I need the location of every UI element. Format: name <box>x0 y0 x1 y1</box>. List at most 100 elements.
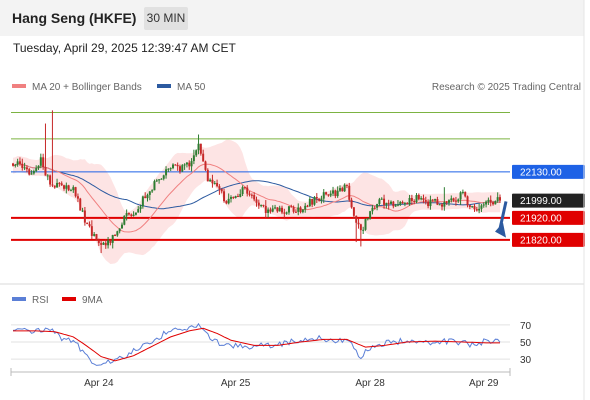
candle <box>44 123 47 176</box>
candle <box>35 165 38 173</box>
candle-body <box>69 190 72 192</box>
candle-body <box>394 205 397 207</box>
candle-body <box>496 197 499 201</box>
candle <box>141 195 144 209</box>
candle <box>269 207 272 214</box>
candle-body <box>380 198 383 200</box>
candle <box>299 206 302 214</box>
candle-body <box>338 188 341 191</box>
candle-body <box>183 164 186 166</box>
candle <box>373 205 376 210</box>
candle-body <box>56 182 59 188</box>
timestamp: Tuesday, April 29, 2025 12:39:47 AM CET <box>13 41 236 55</box>
candle-body <box>285 212 288 214</box>
candle-body <box>241 187 244 194</box>
candle-body <box>422 198 425 201</box>
candle-body <box>378 199 381 204</box>
candle <box>139 204 142 213</box>
candle-body <box>461 191 464 193</box>
candle-body <box>431 199 434 201</box>
candle-body <box>137 209 140 213</box>
candle <box>39 153 42 169</box>
candle-body <box>127 213 130 215</box>
candle <box>429 195 432 210</box>
candle <box>441 202 444 211</box>
candle <box>345 184 348 189</box>
candle-body <box>104 242 107 246</box>
rsi-tick-70: 70 <box>520 321 532 332</box>
x-tick-apr-29: Apr 29 <box>469 378 499 389</box>
candle <box>248 191 251 197</box>
candle <box>51 110 54 188</box>
candle-body <box>276 207 279 212</box>
candle-body <box>102 242 105 245</box>
rsi-tick-30: 30 <box>520 355 532 366</box>
candle-body <box>190 161 193 167</box>
candle <box>278 205 281 212</box>
candle-body <box>144 196 147 199</box>
candle-body <box>499 197 501 201</box>
candle <box>67 184 70 192</box>
chart-header: Hang Seng (HKFE) 30 MIN <box>0 0 584 36</box>
ma20-legend-swatch <box>12 84 26 88</box>
candle <box>206 168 209 182</box>
candle-body <box>318 198 321 201</box>
candle <box>350 197 353 209</box>
ma50-legend-swatch <box>157 84 171 88</box>
candle <box>202 149 205 162</box>
candle <box>276 207 279 213</box>
candle <box>167 168 170 173</box>
candle-body <box>278 207 281 212</box>
candle <box>178 164 181 174</box>
candle-body <box>37 165 40 169</box>
candle <box>90 220 93 240</box>
candle-body <box>12 163 14 166</box>
candle <box>56 178 59 188</box>
candle-body <box>120 224 123 229</box>
candle <box>464 191 467 198</box>
candle-body <box>429 199 432 207</box>
candle-body <box>336 190 339 197</box>
candle <box>162 174 165 181</box>
candle <box>322 189 325 203</box>
candle-body <box>220 188 223 192</box>
candle-body <box>202 153 205 162</box>
candle <box>58 182 61 187</box>
candle <box>63 184 66 191</box>
candle-body <box>387 202 390 204</box>
candle-body <box>204 161 207 170</box>
candle <box>97 238 100 246</box>
candle-body <box>243 187 246 189</box>
instrument-title: Hang Seng (HKFE) <box>12 10 137 26</box>
timeframe-badge[interactable]: 30 MIN <box>144 7 188 30</box>
candle-body <box>195 150 198 156</box>
candle <box>146 193 149 202</box>
candle <box>436 196 439 206</box>
candle-body <box>494 200 497 205</box>
candle-body <box>95 234 98 241</box>
candle-body <box>148 191 151 195</box>
candle-body <box>283 212 286 214</box>
candle <box>125 209 128 221</box>
level-label-21920: 21920.00 <box>512 210 585 225</box>
candle <box>403 201 406 207</box>
candle-body <box>301 209 304 213</box>
candle-body <box>134 212 137 215</box>
candle-body <box>260 204 263 206</box>
candle-body <box>174 164 177 166</box>
level-label-box <box>512 164 585 179</box>
candle <box>438 203 441 206</box>
candle-body <box>160 178 163 180</box>
candle-body <box>30 173 33 175</box>
candle <box>183 163 186 170</box>
candle-body <box>83 210 86 223</box>
candle <box>195 149 198 157</box>
candle <box>410 194 413 205</box>
candle-body <box>487 199 490 202</box>
rsi-legend-swatch <box>12 297 26 301</box>
candle-body <box>294 211 297 213</box>
candle-body <box>109 240 112 243</box>
candle <box>211 174 214 188</box>
candle <box>229 195 232 203</box>
candle-body <box>58 182 61 184</box>
